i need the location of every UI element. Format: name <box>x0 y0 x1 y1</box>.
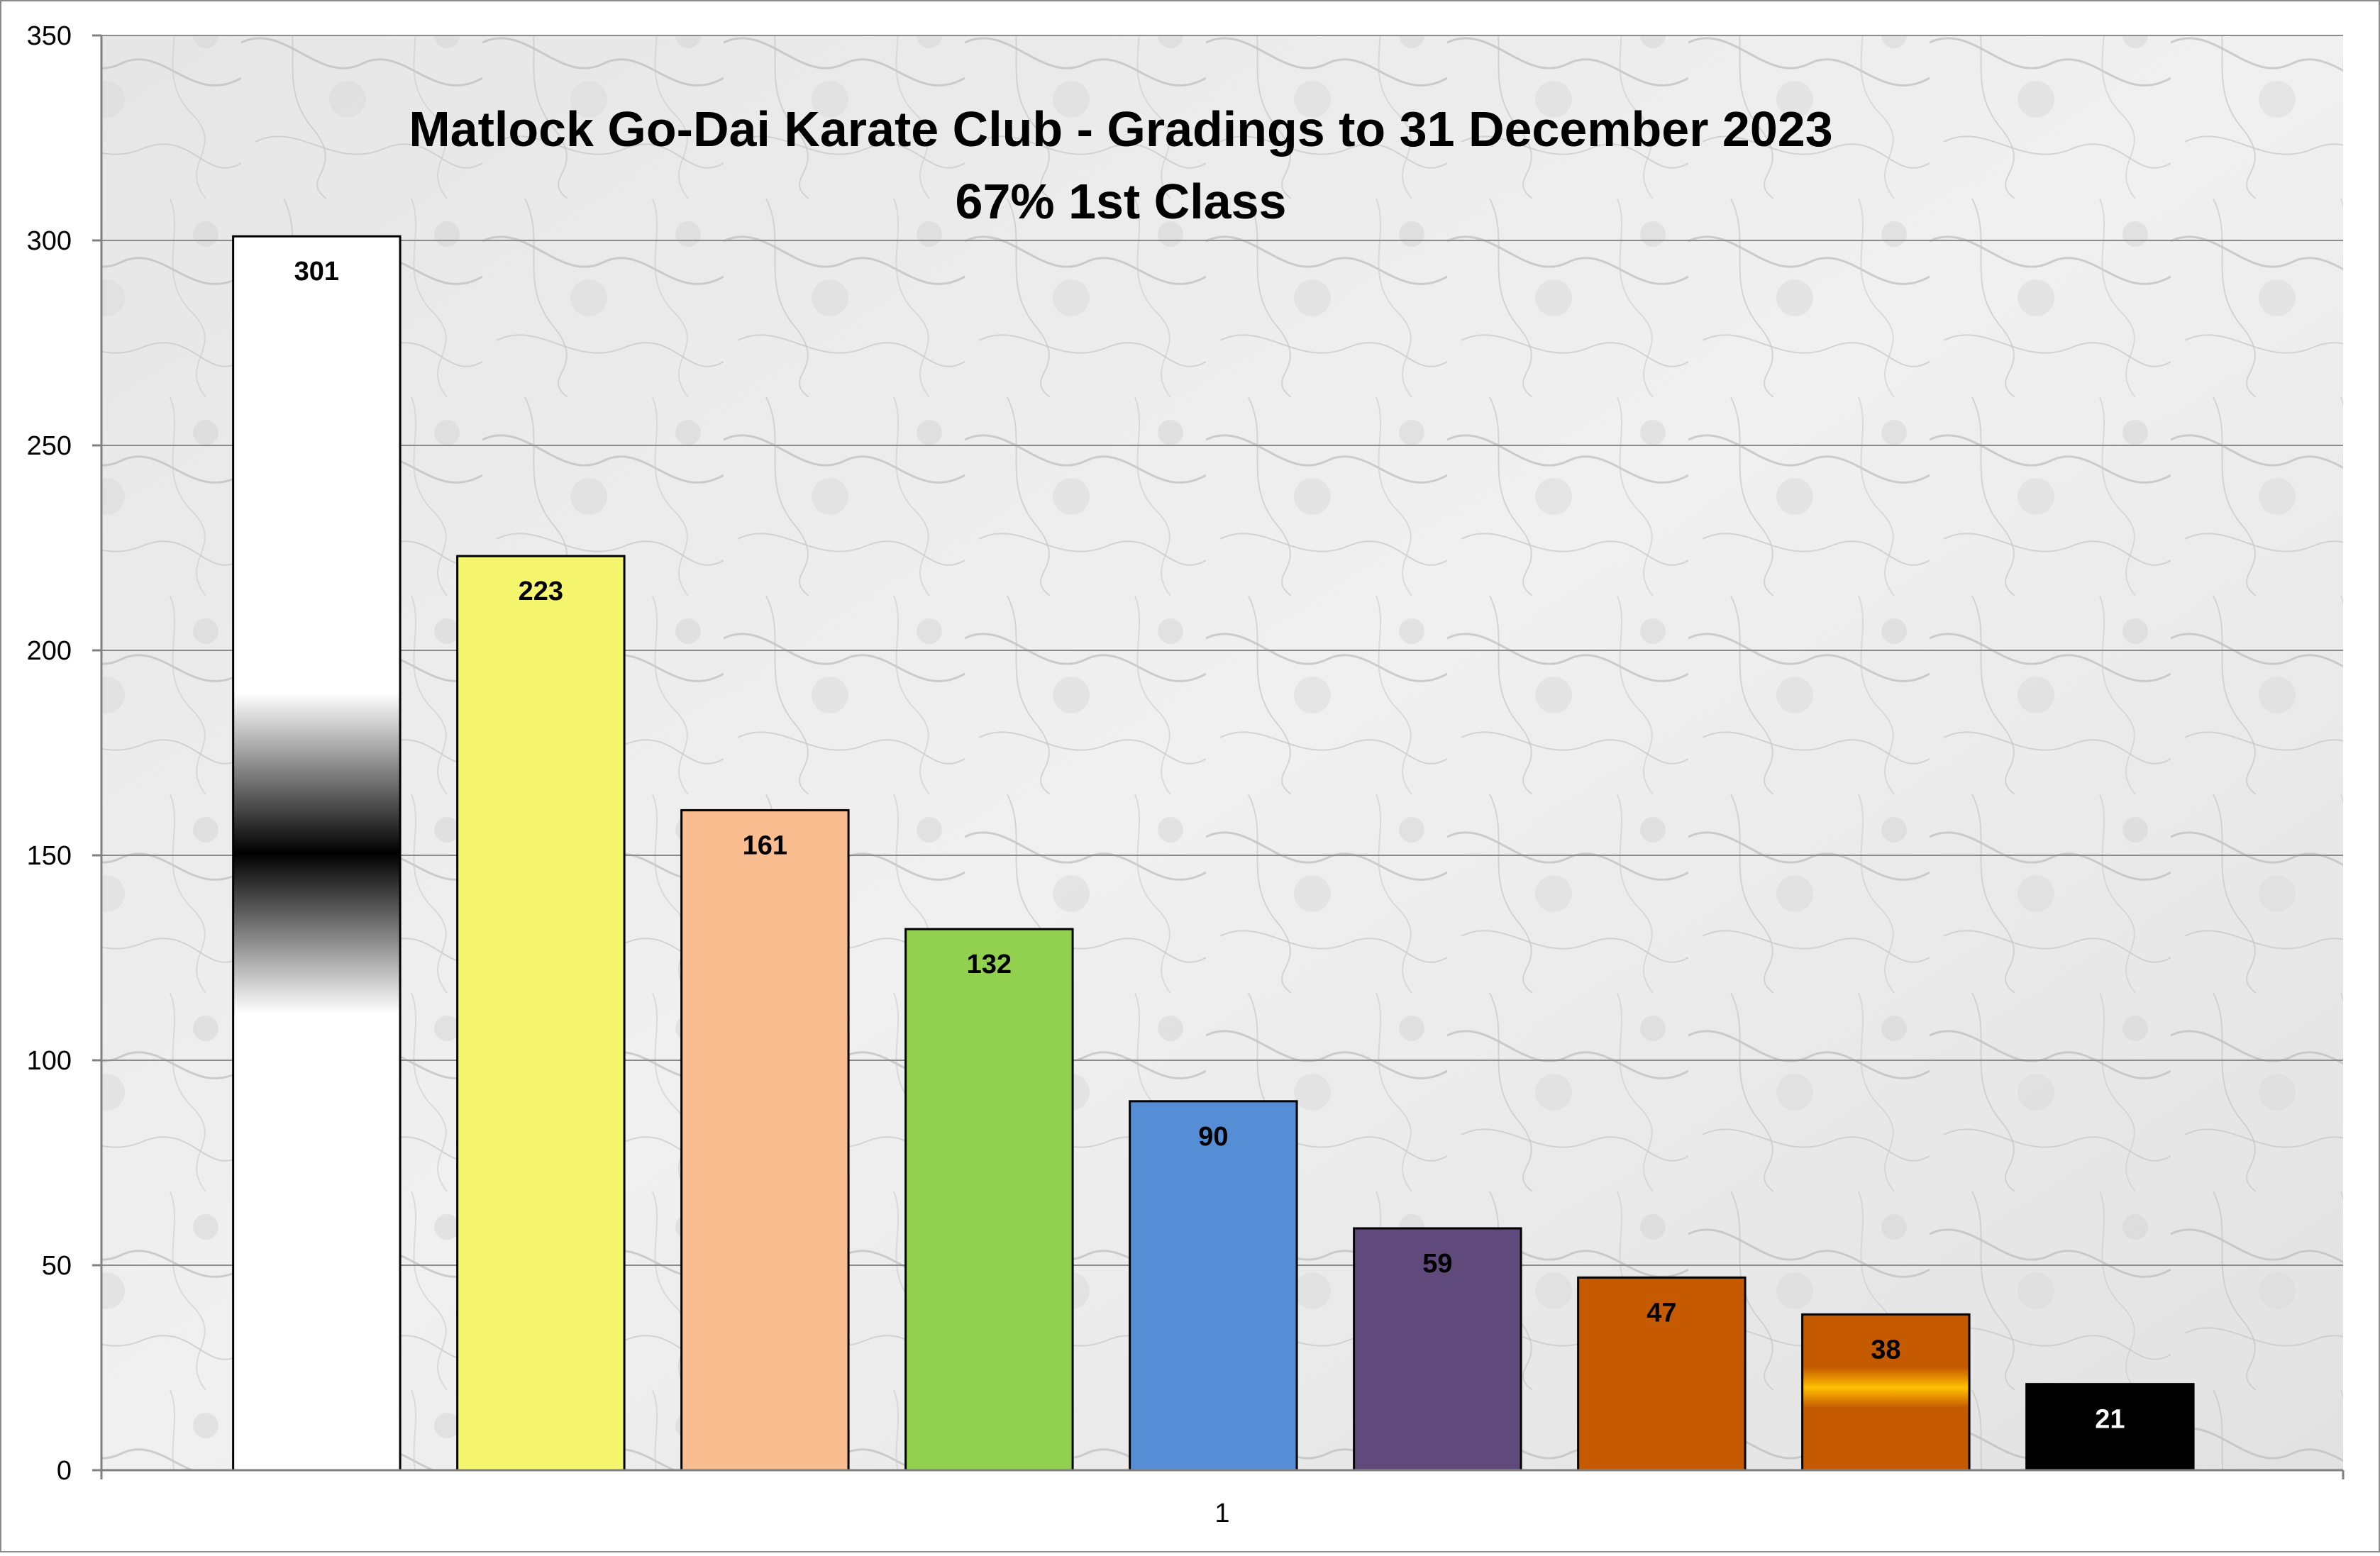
y-axis-tick-label: 50 <box>42 1251 72 1281</box>
data-label-161: 161 <box>743 830 787 860</box>
bar-301 <box>232 235 402 1472</box>
y-axis-tick-labels: 0 50 100 150 200 250 300 350 <box>27 21 101 1486</box>
bars <box>232 235 2195 1472</box>
data-label-59: 59 <box>1422 1249 1452 1279</box>
y-axis-tick-label: 100 <box>27 1046 72 1076</box>
bar-21 <box>2025 1383 2195 1472</box>
x-axis-category-label: 1 <box>1214 1499 1229 1528</box>
data-label-47: 47 <box>1646 1298 1676 1328</box>
data-label-90: 90 <box>1198 1122 1228 1152</box>
chart-subtitle: 67% 1st Class <box>956 174 1287 229</box>
bar-90 <box>1129 1100 1298 1472</box>
data-label-21: 21 <box>2095 1405 2125 1435</box>
bar-223 <box>456 555 626 1472</box>
y-axis-tick-label: 300 <box>27 226 72 256</box>
y-axis-tick-label: 150 <box>27 841 72 871</box>
bar-47 <box>1577 1276 1747 1472</box>
bar-161 <box>680 808 850 1472</box>
data-label-132: 132 <box>967 950 1012 979</box>
y-axis-tick-label: 350 <box>27 21 72 51</box>
data-label-38: 38 <box>1871 1335 1900 1365</box>
y-axis-tick-label: 0 <box>57 1456 72 1486</box>
data-label-301: 301 <box>294 257 339 287</box>
y-axis-tick-label: 250 <box>27 431 72 461</box>
chart-title: Matlock Go-Dai Karate Club - Gradings to… <box>409 101 1832 157</box>
y-axis-tick-label: 200 <box>27 636 72 666</box>
bar-132 <box>904 928 1074 1472</box>
bar-38 <box>1801 1313 1971 1472</box>
bar-59 <box>1353 1227 1522 1472</box>
data-labels: 301 223 161 132 90 59 47 38 21 <box>294 257 2125 1434</box>
data-label-223: 223 <box>519 577 563 606</box>
